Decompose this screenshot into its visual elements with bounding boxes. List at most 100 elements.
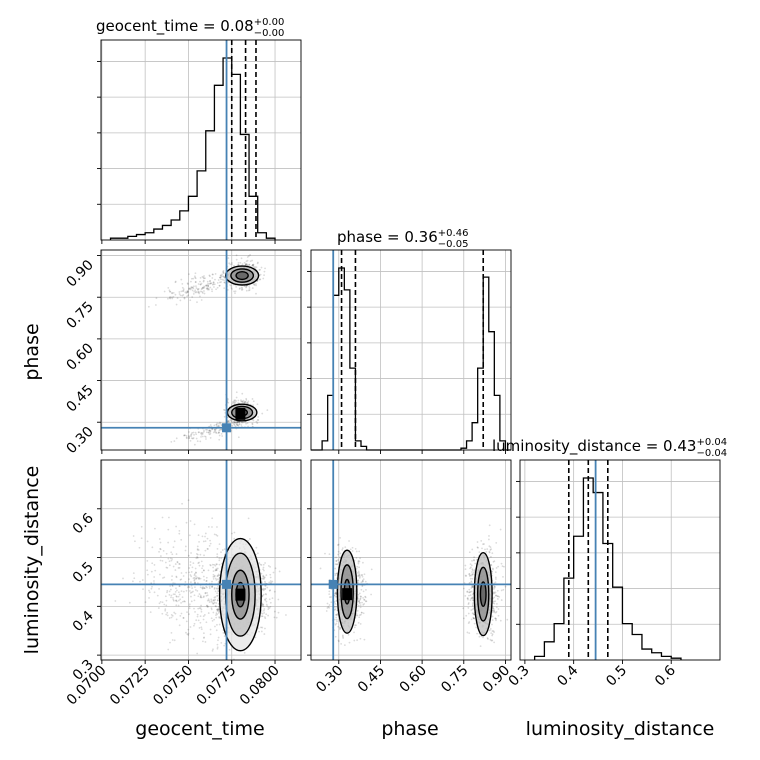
sample-point xyxy=(274,567,277,570)
sample-point xyxy=(201,290,204,293)
sample-point xyxy=(230,285,232,287)
sample-point xyxy=(204,535,206,538)
sample-point xyxy=(186,291,188,293)
sample-point xyxy=(210,607,213,610)
sample-point xyxy=(271,580,274,583)
sample-point xyxy=(175,553,178,555)
sample-point xyxy=(470,566,472,569)
sample-point xyxy=(257,416,260,418)
sample-point xyxy=(336,612,339,615)
sample-point xyxy=(476,541,479,543)
sample-point xyxy=(192,293,195,295)
density-peak xyxy=(235,407,246,420)
sample-point xyxy=(192,577,195,580)
sample-point xyxy=(199,440,202,443)
sample-point xyxy=(234,421,237,424)
sample-point xyxy=(207,285,210,287)
scatter-panel-geocent_time-luminosity_distance: 0.07000.07250.07500.07750.08000.30.40.50… xyxy=(64,459,302,708)
sample-point xyxy=(247,402,250,405)
sample-point xyxy=(229,419,232,422)
sample-point xyxy=(219,422,222,425)
sample-point xyxy=(266,409,269,412)
sample-point xyxy=(194,431,197,434)
sample-point xyxy=(204,549,207,552)
x-axis-label-luminosity-distance: luminosity_distance xyxy=(526,718,715,740)
sample-point xyxy=(468,591,471,594)
sample-point xyxy=(471,599,474,602)
sample-point xyxy=(144,601,147,604)
sample-point xyxy=(165,566,168,569)
sample-point xyxy=(219,281,221,284)
sample-point xyxy=(260,564,263,566)
sample-point xyxy=(238,421,241,424)
sample-point xyxy=(166,589,169,592)
sample-point xyxy=(355,613,358,615)
sample-point xyxy=(480,539,483,542)
sample-point xyxy=(487,662,489,664)
sample-point xyxy=(203,587,206,590)
sample-point xyxy=(179,598,182,601)
sample-point xyxy=(272,571,275,574)
sample-point xyxy=(191,437,194,440)
sample-point xyxy=(189,287,191,290)
sample-point xyxy=(223,548,226,550)
sample-point xyxy=(166,614,169,617)
sample-point xyxy=(361,585,364,587)
sample-point xyxy=(194,281,197,283)
sample-point xyxy=(199,280,201,283)
sample-point xyxy=(172,295,175,298)
sample-point xyxy=(215,423,218,426)
sample-point xyxy=(328,593,331,596)
sample-point xyxy=(491,606,494,609)
sample-point xyxy=(487,538,490,541)
sample-point xyxy=(228,262,231,265)
sample-point xyxy=(500,589,503,592)
sample-point xyxy=(253,284,256,286)
tick-label-phase: 0.45 xyxy=(63,382,96,415)
sample-point xyxy=(203,277,205,280)
sample-point xyxy=(492,608,495,611)
sample-point xyxy=(195,577,197,580)
sample-point xyxy=(205,580,208,582)
sample-point xyxy=(213,601,216,604)
sample-point xyxy=(190,595,192,598)
sample-point xyxy=(170,296,173,299)
sample-point xyxy=(140,537,143,540)
sample-point xyxy=(205,428,207,431)
sample-point xyxy=(209,432,212,435)
sample-point xyxy=(265,613,268,616)
sample-point xyxy=(175,576,178,579)
sample-point xyxy=(251,264,254,266)
sample-point xyxy=(196,576,199,579)
sample-point xyxy=(220,557,223,560)
sample-point xyxy=(216,599,219,601)
sample-point xyxy=(205,594,208,597)
sample-point xyxy=(220,432,223,435)
sample-point xyxy=(467,598,469,601)
sample-point xyxy=(334,595,337,598)
sample-point xyxy=(361,575,364,578)
sample-point xyxy=(210,600,213,603)
sample-point xyxy=(269,589,272,592)
sample-point xyxy=(199,586,202,589)
sample-point xyxy=(328,590,331,593)
sample-point xyxy=(202,569,205,572)
sample-point xyxy=(217,612,220,614)
sample-point xyxy=(206,428,209,431)
sample-point xyxy=(186,289,189,292)
sample-point xyxy=(194,611,196,613)
sample-point xyxy=(151,546,154,549)
sample-point xyxy=(170,596,172,599)
sample-point xyxy=(334,608,337,611)
sample-point xyxy=(179,579,182,581)
sample-point xyxy=(175,589,178,592)
sample-point xyxy=(211,601,214,604)
sample-point xyxy=(165,604,168,607)
sample-point xyxy=(214,569,217,571)
sample-point xyxy=(223,287,226,289)
sample-point xyxy=(196,556,199,559)
sample-point xyxy=(176,600,178,603)
sample-point xyxy=(203,636,205,639)
sample-point xyxy=(212,648,214,651)
sample-point xyxy=(246,263,249,266)
